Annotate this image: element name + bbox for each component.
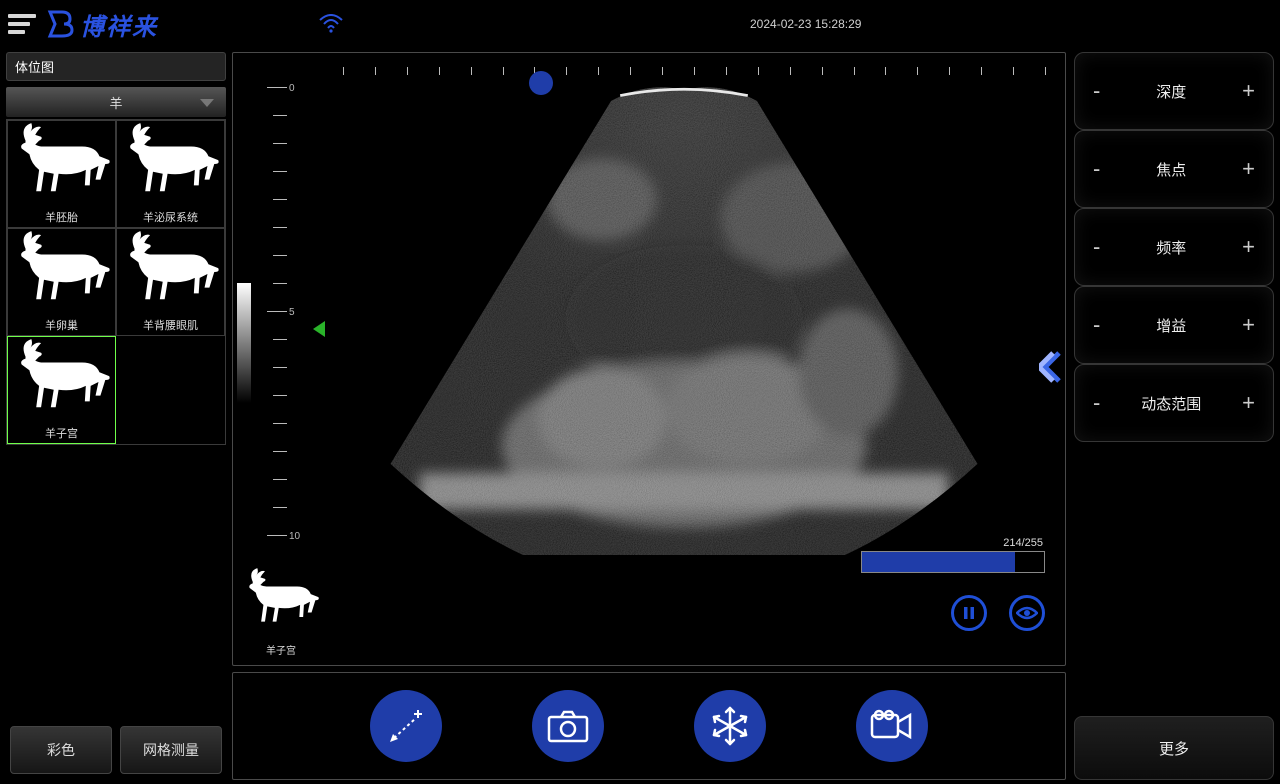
bodymap-label: 羊胚胎: [45, 209, 78, 225]
bodymap-label: 羊泌尿系统: [143, 209, 198, 225]
animal-select[interactable]: 羊: [6, 87, 226, 117]
bodymap-item-2[interactable]: 羊卵巢: [7, 228, 116, 336]
bodymap-label: 羊卵巢: [45, 317, 78, 333]
minus-icon[interactable]: -: [1093, 78, 1100, 104]
minus-icon[interactable]: -: [1093, 156, 1100, 182]
bodymap-label: 羊子宫: [45, 425, 78, 441]
plus-icon[interactable]: +: [1242, 312, 1255, 338]
brand-logo: 博祥来: [46, 7, 158, 42]
sidebar-title: 体位图: [6, 52, 226, 81]
bodymap-item-1[interactable]: 羊泌尿系统: [116, 120, 225, 228]
more-button[interactable]: 更多: [1074, 716, 1274, 780]
timestamp: 2024-02-23 15:28:29: [750, 17, 861, 31]
header: 博祥来 2024-02-23 15:28:29: [0, 0, 1280, 48]
freeze-button[interactable]: [694, 690, 766, 762]
grayscale-ramp: [237, 283, 251, 403]
plus-icon[interactable]: +: [1242, 234, 1255, 260]
view-button[interactable]: [1009, 595, 1045, 631]
goat-icon: [239, 565, 323, 637]
menu-icon[interactable]: [8, 14, 36, 34]
mini-bodymap: 羊子宫: [239, 565, 323, 659]
minus-icon[interactable]: -: [1093, 390, 1100, 416]
grid-measure-button[interactable]: 网格测量: [120, 726, 222, 774]
control-label: 动态范围: [1141, 393, 1201, 414]
frame-progress: 214/255: [861, 537, 1045, 573]
bodymap-grid: 羊胚胎 羊泌尿系统羊卵巢 羊背腰眼肌羊子宫: [6, 119, 226, 445]
capture-button[interactable]: [532, 690, 604, 762]
bodymap-item-0[interactable]: 羊胚胎: [7, 120, 116, 228]
control-1[interactable]: - 焦点 +: [1074, 130, 1274, 208]
control-label: 增益: [1156, 315, 1186, 336]
bodymap-item-4[interactable]: 羊子宫: [7, 336, 116, 444]
depth-ruler: 0510: [259, 87, 299, 535]
ruler-top: [343, 67, 1045, 81]
right-controls: - 深度 + - 焦点 + - 频率 + - 增益 + - 动态范围 + 更多: [1070, 48, 1280, 784]
control-2[interactable]: - 频率 +: [1074, 208, 1274, 286]
main: 0510: [232, 48, 1070, 784]
toolbar: [232, 672, 1066, 780]
minus-icon[interactable]: -: [1093, 234, 1100, 260]
control-label: 频率: [1156, 237, 1186, 258]
plus-icon[interactable]: +: [1242, 156, 1255, 182]
frame-progress-bar[interactable]: [861, 551, 1045, 573]
control-0[interactable]: - 深度 +: [1074, 52, 1274, 130]
plus-icon[interactable]: +: [1242, 390, 1255, 416]
frame-counter: 214/255: [861, 537, 1045, 549]
control-4[interactable]: - 动态范围 +: [1074, 364, 1274, 442]
control-3[interactable]: - 增益 +: [1074, 286, 1274, 364]
brand-mark-icon: [46, 10, 76, 38]
color-mode-button[interactable]: 彩色: [10, 726, 112, 774]
pause-button[interactable]: [951, 595, 987, 631]
wifi-icon: [318, 14, 344, 34]
bodymap-label: 羊背腰眼肌: [143, 317, 198, 333]
plus-icon[interactable]: +: [1242, 78, 1255, 104]
bodymap-item-3[interactable]: 羊背腰眼肌: [116, 228, 225, 336]
scan-image: [323, 81, 1045, 555]
brand-text: 博祥来: [80, 7, 158, 42]
collapse-arrow-icon[interactable]: [1039, 351, 1061, 383]
animal-select-label: 羊: [109, 93, 122, 112]
ultrasound-viewport: 0510: [232, 52, 1066, 666]
control-label: 焦点: [1156, 159, 1186, 180]
minus-icon[interactable]: -: [1093, 312, 1100, 338]
measure-button[interactable]: [370, 690, 442, 762]
sidebar: 体位图 羊 羊胚胎 羊泌尿系统羊卵巢 羊背腰眼肌羊子宫 彩色 网格测量: [0, 48, 232, 784]
record-button[interactable]: [856, 690, 928, 762]
control-label: 深度: [1156, 81, 1186, 102]
